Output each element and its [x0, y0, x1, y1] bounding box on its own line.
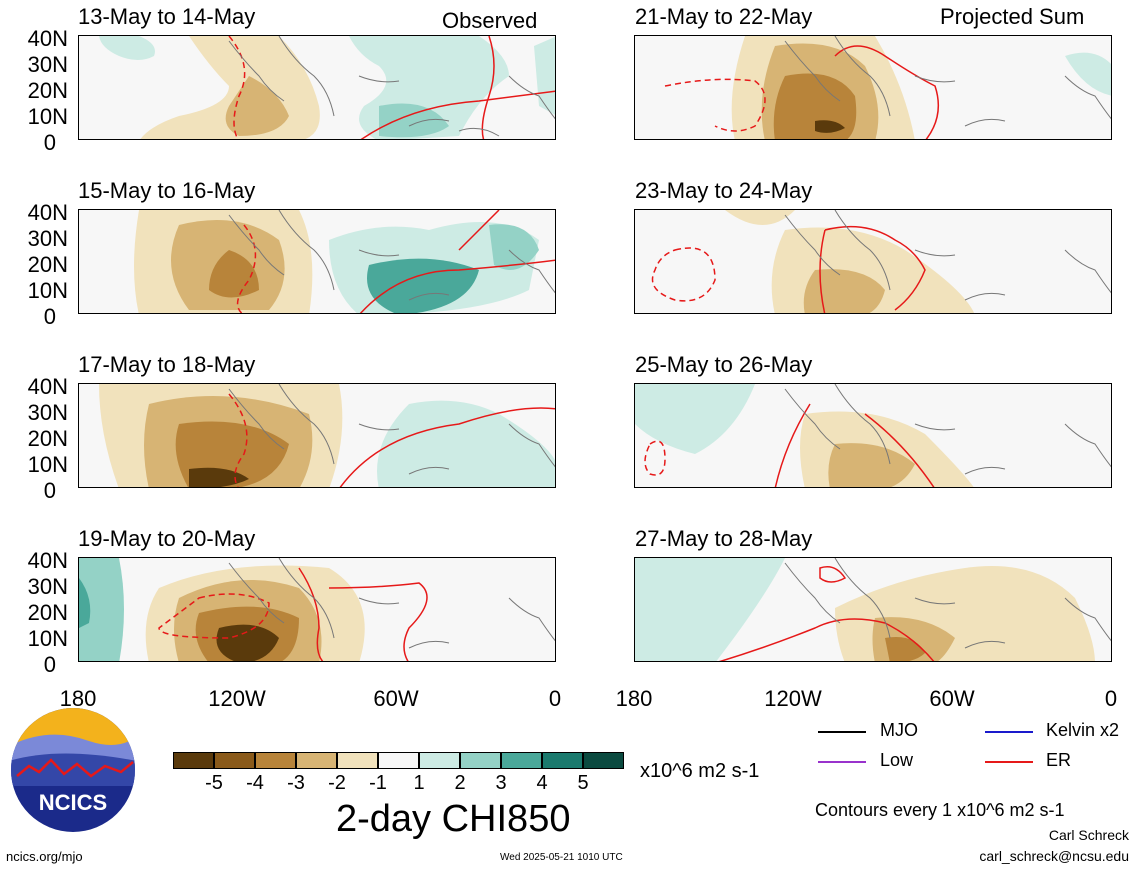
colorbar-label: 1: [413, 772, 425, 794]
lat-label: 10N: [27, 452, 68, 477]
colorbar-swatch: [542, 752, 583, 769]
lat-label: 30N: [27, 574, 68, 599]
colorbar-label: 2: [454, 772, 466, 794]
lat-label: 10N: [27, 104, 68, 129]
colorbar-label: 4: [536, 772, 548, 794]
lon-label: 60W: [929, 686, 975, 711]
lat-label: 20N: [27, 600, 68, 625]
ncics-logo: NCICS: [9, 706, 137, 834]
author-email[interactable]: carl_schreck@ncsu.edu: [979, 848, 1129, 864]
colorbar-swatch: [501, 752, 542, 769]
lon-label: 0: [1104, 686, 1118, 711]
legend-label: ER: [1046, 750, 1072, 770]
map-panel-obs-1: [78, 35, 556, 140]
map-panel-proj-3: [634, 383, 1112, 488]
colorbar-label: 3: [495, 772, 507, 794]
lat-label: 40N: [27, 26, 68, 51]
contour-note: Contours every 1 x10^6 m2 s-1: [815, 800, 1065, 820]
lon-label: 180: [59, 686, 97, 711]
panel-title: 23-May to 24-May: [635, 178, 813, 203]
lat-label: 40N: [27, 548, 68, 573]
lat-label: 0: [43, 130, 56, 155]
chart-title: 2-day CHI850: [336, 798, 571, 840]
map-panel-obs-4: [78, 557, 556, 662]
lon-label: 180: [615, 686, 653, 711]
panel-title: 27-May to 28-May: [635, 526, 813, 551]
lat-label: 20N: [27, 426, 68, 451]
colorbar-swatch: [214, 752, 255, 769]
colorbar-swatch: [378, 752, 419, 769]
lat-label: 40N: [27, 374, 68, 399]
panel-title: 25-May to 26-May: [635, 352, 813, 377]
site-link[interactable]: ncics.org/mjo: [6, 849, 83, 864]
map-panel-proj-4: [634, 557, 1112, 662]
timestamp: Wed 2025-05-21 1010 UTC: [500, 852, 623, 863]
lat-label: 20N: [27, 252, 68, 277]
colorbar-units: x10^6 m2 s-1: [640, 760, 760, 782]
lat-label: 0: [43, 478, 56, 503]
lat-label: 40N: [27, 200, 68, 225]
legend-label: Low: [880, 750, 914, 770]
lat-label: 30N: [27, 52, 68, 77]
colorbar-label: 5: [577, 772, 589, 794]
projected-sum-label: Projected Sum: [940, 4, 1085, 29]
lat-label: 0: [43, 652, 56, 677]
observed-label: Observed: [442, 8, 538, 33]
panel-title: 17-May to 18-May: [78, 352, 256, 377]
legend-line-mjo: [818, 731, 866, 733]
legend-label: Kelvin x2: [1046, 720, 1120, 740]
legend-label: MJO: [880, 720, 918, 740]
lat-label: 30N: [27, 226, 68, 251]
map-panel-proj-1: [634, 35, 1112, 140]
lon-label: 0: [548, 686, 562, 711]
colorbar-label: -5: [205, 772, 223, 794]
colorbar-swatch: [460, 752, 501, 769]
colorbar-swatch: [419, 752, 460, 769]
colorbar-swatch: [583, 752, 624, 769]
colorbar-label: -4: [246, 772, 264, 794]
colorbar-swatch: [337, 752, 378, 769]
colorbar-label: -2: [328, 772, 346, 794]
legend-line-low: [818, 761, 866, 763]
lat-label: 10N: [27, 278, 68, 303]
colorbar-swatch: [255, 752, 296, 769]
colorbar-label: -1: [369, 772, 387, 794]
lon-label: 120W: [764, 686, 822, 711]
colorbar-label: -3: [287, 772, 305, 794]
map-panel-obs-3: [78, 383, 556, 488]
lat-label: 0: [43, 304, 56, 329]
panel-title: 15-May to 16-May: [78, 178, 256, 203]
colorbar-swatch: [296, 752, 337, 769]
lat-label: 10N: [27, 626, 68, 651]
legend-line-kelvin: [985, 731, 1033, 733]
map-panel-proj-2: [634, 209, 1112, 314]
lon-label: 120W: [208, 686, 266, 711]
lon-label: 60W: [373, 686, 419, 711]
lat-label: 30N: [27, 400, 68, 425]
author: Carl Schreck: [1048, 827, 1129, 843]
panel-title: 19-May to 20-May: [78, 526, 256, 551]
panel-title: 21-May to 22-May: [635, 4, 813, 29]
map-panel-obs-2: [78, 209, 556, 314]
svg-text:NCICS: NCICS: [39, 790, 107, 815]
lat-label: 20N: [27, 78, 68, 103]
legend-line-er: [985, 761, 1033, 763]
colorbar-swatch: [173, 752, 214, 769]
panel-title: 13-May to 14-May: [78, 4, 256, 29]
